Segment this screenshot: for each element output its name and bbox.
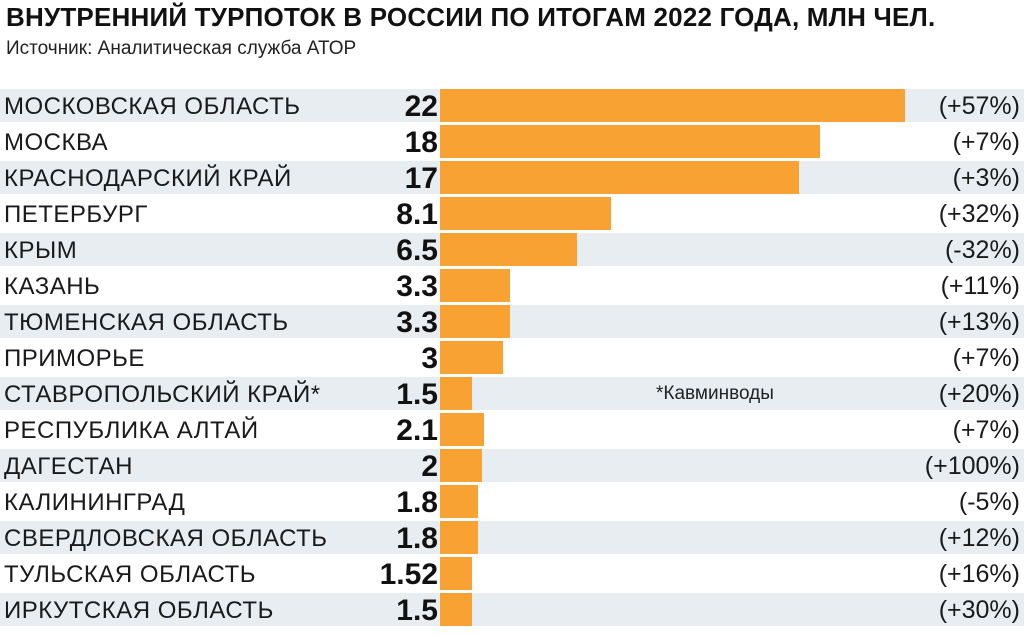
value-label: 2 <box>421 450 438 483</box>
value-label: 1.5 <box>396 378 438 411</box>
value-label: 6.5 <box>396 234 438 267</box>
bar <box>440 269 510 302</box>
chart-subtitle: Источник: Аналитическая служба АТОР <box>6 38 357 59</box>
change-label: (+57%) <box>938 92 1020 120</box>
row-stripe <box>0 269 1024 302</box>
change-label: (+3%) <box>952 164 1020 192</box>
value-label: 1.8 <box>396 486 438 519</box>
bar-row: ТУЛЬСКАЯ ОБЛАСТЬ 1.52 (+16%) <box>0 556 1024 592</box>
category-label: ТЮМЕНСКАЯ ОБЛАСТЬ <box>4 309 289 336</box>
category-label: КАЛИНИНГРАД <box>4 489 186 516</box>
bar-row: ПРИМОРЬЕ 3 (+7%) <box>0 340 1024 376</box>
bar-row: РЕСПУБЛИКА АЛТАЙ 2.1 (+7%) <box>0 412 1024 448</box>
bar-row: ПЕТЕРБУРГ 8.1 (+32%) <box>0 196 1024 232</box>
bar-row: КАЗАНЬ 3.3 (+11%) <box>0 268 1024 304</box>
bar <box>440 413 484 446</box>
category-label: РЕСПУБЛИКА АЛТАЙ <box>4 417 259 444</box>
change-label: (+7%) <box>952 128 1020 156</box>
bar-row: ТЮМЕНСКАЯ ОБЛАСТЬ 3.3 (+13%) <box>0 304 1024 340</box>
bar-row: МОСКОВСКАЯ ОБЛАСТЬ 22 (+57%) <box>0 88 1024 124</box>
bar-row: КРЫМ 6.5 (-32%) <box>0 232 1024 268</box>
change-label: (+11%) <box>940 272 1020 300</box>
category-label: КРЫМ <box>4 237 78 264</box>
bar <box>440 557 472 590</box>
value-label: 18 <box>404 126 438 159</box>
change-label: (+32%) <box>938 200 1020 228</box>
row-stripe <box>0 521 1024 554</box>
bar <box>440 161 799 194</box>
category-label: ТУЛЬСКАЯ ОБЛАСТЬ <box>4 561 256 588</box>
value-label: 3.3 <box>396 306 438 339</box>
change-label: (+16%) <box>938 560 1020 588</box>
change-label: (+20%) <box>938 380 1020 408</box>
footnote: *Кавминводы <box>656 383 774 404</box>
bar <box>440 593 472 626</box>
chart-title: ВНУТРЕННИЙ ТУРПОТОК В РОССИИ ПО ИТОГАМ 2… <box>6 2 936 32</box>
bar-row: КАЛИНИНГРАД 1.8 (-5%) <box>0 484 1024 520</box>
category-label: МОСКВА <box>4 129 109 156</box>
value-label: 3 <box>421 342 438 375</box>
bar <box>440 449 482 482</box>
category-label: КАЗАНЬ <box>4 273 101 300</box>
bar <box>440 521 478 554</box>
row-stripe <box>0 341 1024 374</box>
category-label: ПРИМОРЬЕ <box>4 345 145 372</box>
value-label: 3.3 <box>396 270 438 303</box>
value-label: 22 <box>404 90 438 123</box>
bar <box>440 89 905 122</box>
bar <box>440 197 611 230</box>
category-label: СТАВРОПОЛЬСКИЙ КРАЙ* <box>4 381 321 408</box>
category-label: КРАСНОДАРСКИЙ КРАЙ <box>4 165 292 192</box>
change-label: (+13%) <box>938 308 1020 336</box>
bar-chart: МОСКОВСКАЯ ОБЛАСТЬ 22 (+57%) МОСКВА 18 (+7%) К… <box>0 88 1024 635</box>
value-label: 2.1 <box>396 414 438 447</box>
value-label: 17 <box>404 162 438 195</box>
bar-row: СВЕРДЛОВСКАЯ ОБЛАСТЬ 1.8 (+12%) <box>0 520 1024 556</box>
value-label: 1.5 <box>396 594 438 627</box>
row-stripe <box>0 305 1024 338</box>
row-stripe <box>0 449 1024 482</box>
bar <box>440 377 472 410</box>
bar <box>440 233 577 266</box>
category-label: СВЕРДЛОВСКАЯ ОБЛАСТЬ <box>4 525 328 552</box>
category-label: ПЕТЕРБУРГ <box>4 201 148 228</box>
change-label: (-5%) <box>958 488 1020 516</box>
value-label: 8.1 <box>396 198 438 231</box>
category-label: ДАГЕСТАН <box>4 453 134 480</box>
bar <box>440 485 478 518</box>
bar <box>440 125 820 158</box>
bar <box>440 341 503 374</box>
row-stripe <box>0 377 1024 410</box>
change-label: (+12%) <box>938 524 1020 552</box>
bar-row: КРАСНОДАРСКИЙ КРАЙ 17 (+3%) <box>0 160 1024 196</box>
bar-row: СТАВРОПОЛЬСКИЙ КРАЙ* 1.5 *Кавминводы (+20%) <box>0 376 1024 412</box>
bar <box>440 305 510 338</box>
value-label: 1.8 <box>396 522 438 555</box>
bar-row: ИРКУТСКАЯ ОБЛАСТЬ 1.5 (+30%) <box>0 592 1024 628</box>
category-label: ИРКУТСКАЯ ОБЛАСТЬ <box>4 597 274 624</box>
category-label: МОСКОВСКАЯ ОБЛАСТЬ <box>4 93 301 120</box>
bar-row: МОСКВА 18 (+7%) <box>0 124 1024 160</box>
change-label: (+7%) <box>952 344 1020 372</box>
value-label: 1.52 <box>379 558 438 591</box>
change-label: (+30%) <box>938 596 1020 624</box>
row-stripe <box>0 593 1024 626</box>
change-label: (+7%) <box>952 416 1020 444</box>
bar-row: ДАГЕСТАН 2 (+100%) <box>0 448 1024 484</box>
change-label: (+100%) <box>924 452 1020 480</box>
change-label: (-32%) <box>944 236 1020 264</box>
